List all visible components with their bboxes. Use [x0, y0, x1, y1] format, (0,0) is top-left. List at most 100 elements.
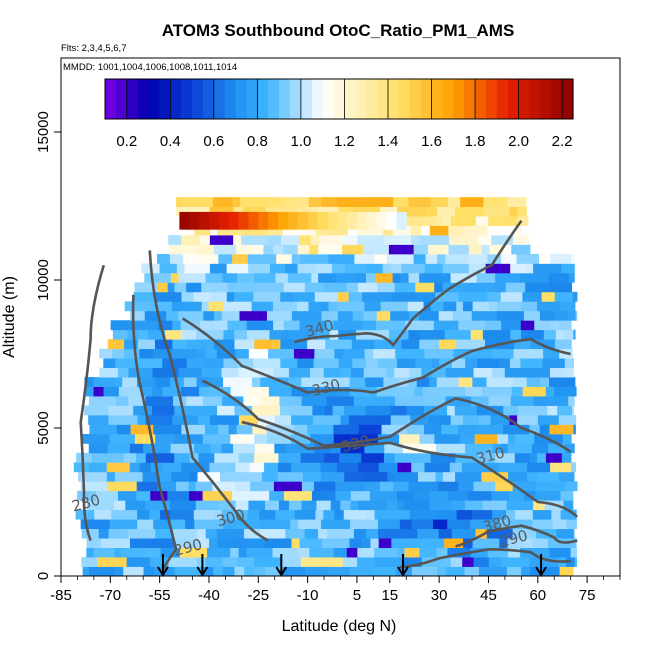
- heatmap-cell: [357, 548, 374, 558]
- heatmap-cell: [455, 406, 477, 416]
- heatmap-cell: [111, 320, 136, 330]
- heatmap-cell: [223, 273, 238, 283]
- heatmap-cell: [267, 235, 281, 245]
- heatmap-cell: [239, 212, 249, 230]
- heatmap-cell: [90, 529, 99, 539]
- heatmap-cell: [486, 263, 511, 273]
- heatmap-cell: [231, 387, 246, 397]
- heatmap-cell: [559, 472, 575, 482]
- heatmap-cell: [136, 491, 150, 501]
- heatmap-cell: [113, 330, 128, 340]
- heatmap-cell: [443, 472, 456, 482]
- heatmap-cell: [247, 320, 274, 330]
- heatmap-cell: [475, 434, 498, 444]
- heatmap-cell: [350, 377, 366, 387]
- heatmap-cell: [379, 538, 392, 548]
- heatmap-cell: [332, 263, 346, 273]
- colorbar-cell: [399, 79, 410, 119]
- heatmap-cell: [379, 462, 398, 472]
- heatmap-cell: [439, 339, 457, 349]
- heatmap-cell: [107, 481, 137, 491]
- heatmap-cell: [395, 396, 424, 406]
- colorbar-cell: [105, 79, 116, 119]
- heatmap-cell: [183, 254, 199, 264]
- heatmap-cell: [418, 472, 436, 482]
- heatmap-cell: [434, 434, 460, 444]
- heatmap-cell: [193, 292, 210, 302]
- heatmap-cell: [357, 235, 384, 245]
- heatmap-cell: [317, 263, 333, 273]
- heatmap-cell: [537, 472, 559, 482]
- heatmap-cell: [234, 292, 254, 302]
- heatmap-cell: [503, 406, 518, 416]
- heatmap-cell: [499, 358, 510, 368]
- heatmap-cell: [252, 377, 261, 387]
- heatmap-cell: [322, 491, 336, 501]
- heatmap-cell: [81, 434, 109, 444]
- heatmap-cell: [448, 226, 463, 236]
- colorbar-cell: [257, 79, 268, 119]
- heatmap-cell: [279, 500, 289, 510]
- heatmap-cell: [482, 282, 495, 292]
- heatmap-cell: [439, 311, 454, 321]
- heatmap-cell: [337, 292, 349, 302]
- heatmap-cell: [343, 235, 358, 245]
- heatmap-cell: [230, 548, 239, 558]
- heatmap-cell: [222, 557, 237, 567]
- heatmap-cell: [308, 212, 318, 230]
- heatmap-cell: [437, 567, 446, 577]
- heatmap-cell: [145, 396, 173, 406]
- heatmap-cell: [411, 462, 425, 472]
- colorbar-cell: [214, 79, 225, 119]
- heatmap-cell: [517, 254, 540, 264]
- heatmap-cell: [247, 330, 270, 340]
- heatmap-cell: [309, 548, 334, 558]
- heatmap-cell: [430, 226, 449, 236]
- heatmap-cell: [219, 212, 229, 230]
- heatmap-cell: [452, 500, 465, 510]
- heatmap-cell: [228, 282, 257, 292]
- heatmap-cell: [108, 339, 125, 349]
- heatmap-cell: [565, 481, 578, 491]
- heatmap-cell: [184, 377, 197, 387]
- heatmap-cell: [344, 406, 366, 416]
- heatmap-cell: [312, 406, 325, 416]
- colorbar-cell: [334, 79, 345, 119]
- colorbar-cell: [159, 79, 170, 119]
- heatmap-cell: [572, 406, 574, 416]
- heatmap-cell: [391, 263, 402, 273]
- heatmap-cell: [88, 415, 109, 425]
- heatmap-cell: [301, 557, 320, 567]
- heatmap-cell: [366, 197, 393, 207]
- heatmap-cell: [234, 339, 254, 349]
- x-tick-label: -70: [99, 587, 121, 604]
- heatmap-cell: [576, 311, 578, 321]
- heatmap-cell: [352, 339, 375, 349]
- heatmap-cell: [421, 226, 430, 236]
- heatmap-cell: [458, 424, 475, 434]
- heatmap-cell: [329, 301, 338, 311]
- heatmap-cell: [292, 254, 301, 264]
- heatmap-cell: [150, 301, 173, 311]
- heatmap-cell: [550, 254, 572, 264]
- heatmap-cell: [83, 567, 90, 577]
- heatmap-cell: [366, 529, 379, 539]
- colorbar-cell: [551, 79, 562, 119]
- heatmap-cell: [465, 358, 477, 368]
- colorbar-cell: [203, 79, 214, 119]
- heatmap-cell: [263, 244, 273, 254]
- heatmap-cell: [462, 557, 474, 567]
- heatmap-cell: [517, 207, 526, 217]
- heatmap-cell: [274, 443, 286, 453]
- colorbar-tick-label: 1.6: [421, 133, 442, 150]
- heatmap-cell: [307, 339, 325, 349]
- heatmap-cell: [248, 538, 265, 548]
- heatmap-cell: [290, 519, 299, 529]
- heatmap-cell: [244, 567, 255, 577]
- colorbar-cell: [127, 79, 138, 119]
- heatmap-cell: [532, 443, 549, 453]
- heatmap-cell: [218, 424, 229, 434]
- heatmap-cell: [572, 254, 576, 264]
- heatmap-cell: [344, 510, 366, 520]
- heatmap-cell: [396, 212, 406, 230]
